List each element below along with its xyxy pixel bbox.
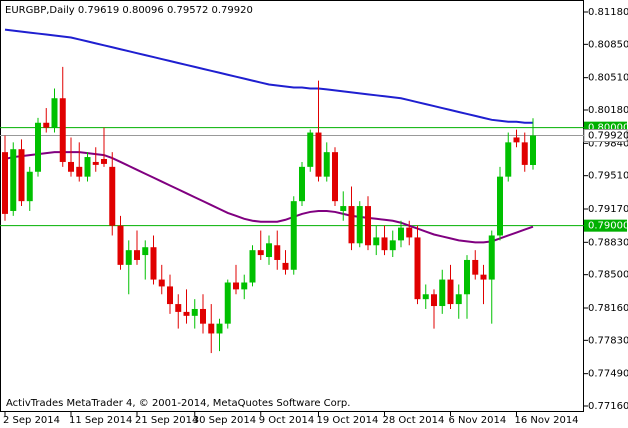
candle-body xyxy=(59,98,66,162)
candle-body xyxy=(175,304,182,312)
x-tick-label: 28 Oct 2014 xyxy=(383,415,445,426)
candle-body xyxy=(389,240,396,251)
y-tick-label: 0.78830 xyxy=(588,237,628,248)
moving-average xyxy=(4,151,534,244)
candle-body xyxy=(332,152,338,202)
candle-body xyxy=(224,282,231,324)
candle-body xyxy=(299,166,305,202)
candle-body xyxy=(439,279,446,307)
level-label: 0.80000 xyxy=(588,123,628,134)
y-tick-label: 0.80850 xyxy=(588,39,628,50)
x-tick-label: 21 Sep 2014 xyxy=(135,415,198,426)
candle-body xyxy=(315,132,322,177)
y-tick-label: 0.78500 xyxy=(588,270,628,281)
candle-body xyxy=(422,294,429,300)
candle-body xyxy=(513,137,520,143)
candle-body xyxy=(134,250,140,260)
candle-body xyxy=(76,166,83,177)
y-tick-label: 0.79840 xyxy=(588,138,628,149)
candle-body xyxy=(340,206,347,211)
y-tick-label: 0.80180 xyxy=(588,105,628,116)
y-tick-label: 0.77490 xyxy=(588,369,628,380)
candle-body xyxy=(257,250,264,256)
candle-body xyxy=(356,206,363,244)
x-tick-label: 19 Oct 2014 xyxy=(317,415,379,426)
candle-body xyxy=(431,294,437,307)
x-tick-label: 11 Sep 2014 xyxy=(69,415,132,426)
candle-body xyxy=(249,250,256,283)
candle-body xyxy=(18,149,25,202)
candle-body xyxy=(51,98,58,128)
level-tag xyxy=(584,121,627,134)
candle-body xyxy=(307,132,314,167)
candle-body xyxy=(26,171,33,202)
candle-body xyxy=(455,294,462,305)
level-tag xyxy=(584,219,627,232)
candle-body xyxy=(266,243,272,258)
y-tick-label: 0.80510 xyxy=(588,73,628,84)
x-tick-label: 9 Oct 2014 xyxy=(259,415,314,426)
candle-body xyxy=(167,286,173,305)
last-price-label: 0.79920 xyxy=(588,130,628,141)
candle-body xyxy=(530,135,536,165)
candle-body xyxy=(373,237,380,246)
candle-body xyxy=(241,282,248,290)
candle-body xyxy=(274,245,281,260)
candle-body xyxy=(505,142,512,177)
x-tick-label: 30 Sep 2014 xyxy=(193,415,256,426)
candle-body xyxy=(68,161,74,172)
candle-body xyxy=(216,323,223,334)
candle-body xyxy=(109,166,116,226)
candle-body xyxy=(348,206,355,244)
candle-body xyxy=(10,149,17,211)
candle-body xyxy=(488,235,495,280)
y-tick-label: 0.77160 xyxy=(588,401,628,412)
candle-body xyxy=(290,201,297,270)
candle-body xyxy=(464,259,470,295)
y-tick-label: 0.79170 xyxy=(588,204,628,215)
candle-body xyxy=(447,279,454,305)
candle-body xyxy=(414,237,421,300)
candle-body xyxy=(183,311,190,316)
y-tick-label: 0.78160 xyxy=(588,303,628,314)
candle-body xyxy=(158,279,165,287)
candle-body xyxy=(35,122,41,172)
candle-body xyxy=(101,159,107,164)
candle-body xyxy=(472,259,479,275)
candle-body xyxy=(480,274,487,280)
candle-body xyxy=(323,152,330,177)
candle-body xyxy=(2,152,8,214)
x-tick-label: 2 Sep 2014 xyxy=(3,415,60,426)
candle-body xyxy=(233,282,239,290)
candle-body xyxy=(406,227,413,238)
candle-body xyxy=(125,250,132,265)
candle-body xyxy=(142,247,149,256)
candle-body xyxy=(200,308,206,324)
candle-body xyxy=(365,206,371,246)
moving-average xyxy=(4,28,533,124)
candle-body xyxy=(84,157,91,177)
candle-body xyxy=(208,323,215,334)
y-tick-label: 0.81180 xyxy=(588,7,628,18)
x-tick-label: 6 Nov 2014 xyxy=(449,415,507,426)
header: EURGBP,Daily 0.79619 0.80096 0.79572 0.7… xyxy=(5,5,253,16)
candle-body xyxy=(381,237,388,251)
x-tick-label: 16 Nov 2014 xyxy=(515,415,579,426)
candle-body xyxy=(117,225,124,265)
candle-body xyxy=(521,142,528,165)
footer: ActivTrades MetaTrader 4, © 2001-2014, M… xyxy=(6,398,350,409)
y-tick-label: 0.77830 xyxy=(588,335,628,346)
candle-body xyxy=(150,247,157,280)
candle-body xyxy=(282,262,289,270)
candle-body xyxy=(191,308,198,316)
last-price-tag xyxy=(583,128,628,142)
candle-body xyxy=(92,161,99,165)
candle-body xyxy=(497,176,503,236)
y-tick-label: 0.79510 xyxy=(588,171,628,182)
level-label: 0.79000 xyxy=(588,221,628,232)
candle-body xyxy=(398,227,404,241)
candle-body xyxy=(43,122,50,128)
